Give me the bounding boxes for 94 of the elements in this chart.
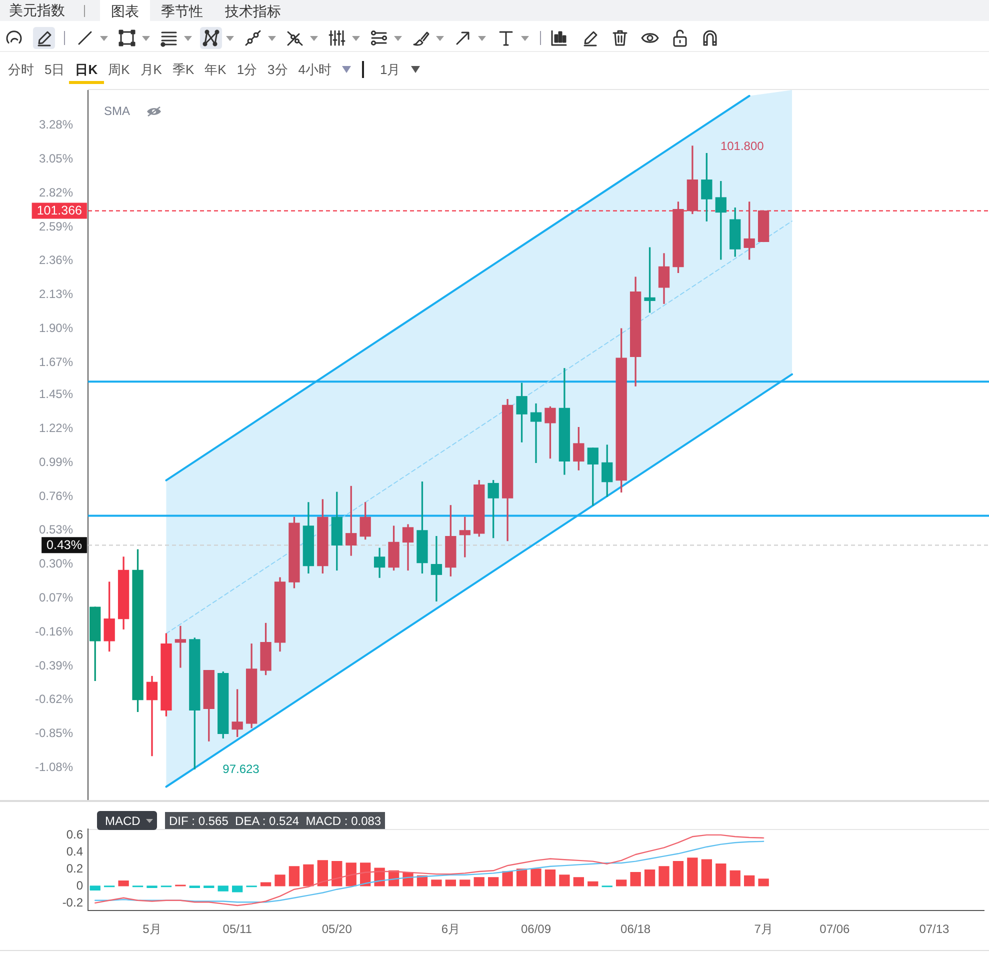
y-tick-label: 2.82% [38,185,74,200]
bar [474,877,484,886]
text: 图表 [111,2,139,18]
y-tick-label: 0.99% [38,454,74,469]
text: 年K [204,62,226,76]
x-tick-label: 06/18 [620,922,651,936]
y-tick-label: 0.2 [66,861,84,876]
x-tick-label: 5月 [142,922,162,936]
text: 4小时 [298,62,332,76]
text: DIF : 0.565 DEA : 0.524 MACD : 0.083 [169,814,382,828]
y-tick-label: 1.22% [38,421,74,436]
text: 周K [108,62,130,76]
bar [431,880,442,886]
bar [672,860,684,886]
x-tick-label: 7月 [754,922,773,936]
bar [701,859,712,886]
bar [744,875,755,886]
bar [758,878,769,886]
bar [644,869,656,886]
text: 分时 [8,62,34,76]
y-tick-label: 2.13% [38,287,74,302]
bar [260,882,272,886]
annotation: 97.623 [222,762,260,776]
bar [346,862,356,886]
bar [630,872,641,886]
y-tick-label: 0.07% [38,590,74,605]
x-tick-label: 07/13 [919,922,950,936]
text: 美元指数 [9,1,65,19]
y-tick-label: -1.08% [34,760,74,774]
candlestick [146,676,158,756]
bar [502,871,513,886]
y-tick-label: 1.90% [38,320,74,335]
y-tick-label: -0.39% [34,658,74,672]
x-tick-label: 06/09 [520,922,552,936]
bar [317,860,328,886]
chart-title: MACD [105,814,140,828]
bar [559,874,570,886]
y-tick-label: 2.36% [38,253,74,268]
y-tick-label: 0.4 [66,844,84,858]
bar [445,880,456,886]
bar [687,858,698,886]
annotation: SMA [104,104,130,118]
text: 季节性 [161,2,203,18]
text: 101.366 [36,204,82,218]
text: 月K [140,62,162,76]
text: 技术指标 [225,2,281,18]
y-tick-label: 0 [76,878,84,892]
bar [460,880,470,886]
y-tick-label: 0.53% [38,522,74,537]
y-tick-label: 1.67% [38,354,74,369]
text: 5日 [44,62,65,76]
y-tick-label: 3.28% [38,118,74,132]
bar [544,869,556,886]
bar [118,880,129,886]
bar [332,860,342,886]
candlestick [174,626,186,668]
bar [274,874,286,886]
text: 季K [172,62,194,76]
text: 1分 [236,62,258,76]
x-tick-label: 05/11 [222,922,252,936]
y-tick-label: -0.62% [34,692,74,706]
y-tick-label: 1.45% [38,387,74,402]
annotation: 101.800 [720,138,764,153]
bar [730,870,740,886]
bar [530,868,542,886]
y-tick-label: 2.59% [38,219,74,234]
y-tick-label: 0.30% [38,556,74,571]
y-tick-label: -0.2 [62,895,84,910]
y-tick-label: 0.6 [66,827,84,842]
candlestick [530,403,542,464]
y-tick-label: -0.16% [34,624,74,638]
text: 3分 [268,62,288,76]
x-tick-label: 6月 [441,922,460,936]
bar [516,868,528,886]
y-tick-label: 0.76% [38,488,74,503]
bar [488,877,499,886]
bar [232,886,243,892]
bar [588,881,598,886]
x-tick-label: 05/20 [322,922,352,936]
bar [303,864,314,886]
bar [658,866,670,886]
x-tick-label: 07/06 [820,922,850,936]
bar [218,886,228,892]
y-tick-label: 3.05% [38,152,74,166]
y-tick-label: -0.85% [34,726,74,740]
ref-line-label: 0.43% [46,538,82,552]
bar [90,886,100,891]
text: 日K [75,62,98,76]
bar [616,880,627,886]
bar [288,866,300,886]
text: 1月 [380,62,400,76]
bar [716,864,726,886]
bar [573,877,584,886]
candlestick [430,536,442,602]
